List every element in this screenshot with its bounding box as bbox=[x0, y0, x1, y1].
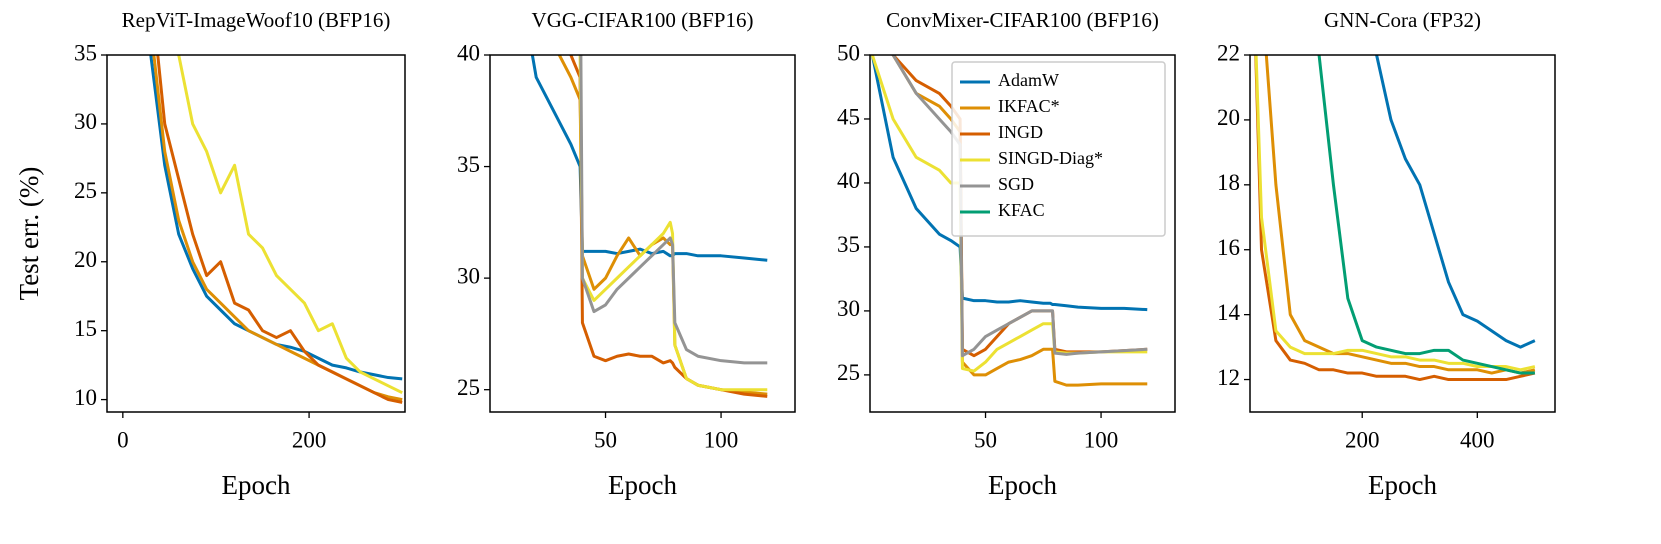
y-tick-label: 14 bbox=[1217, 300, 1241, 325]
y-tick-label: 20 bbox=[74, 247, 97, 272]
y-tick-label: 30 bbox=[837, 296, 860, 321]
subplot: VGG-CIFAR100 (BFP16) Epoch 50 100 25 30 35 40 bbox=[457, 8, 796, 500]
series-line bbox=[891, 55, 1148, 358]
series-line bbox=[870, 55, 1148, 312]
x-tick-label: 200 bbox=[292, 427, 327, 452]
series-line bbox=[152, 55, 403, 402]
y-tick-label: 18 bbox=[1217, 170, 1240, 195]
series-line bbox=[156, 55, 403, 404]
y-tick-label: 50 bbox=[837, 40, 860, 65]
y-tick-label: 25 bbox=[74, 178, 97, 203]
y-tick-label: 25 bbox=[457, 375, 480, 400]
series-line bbox=[891, 55, 1148, 387]
y-tick-label: 35 bbox=[457, 152, 480, 177]
x-tick-label: 100 bbox=[704, 427, 739, 452]
series-line bbox=[530, 55, 768, 262]
x-axis-label: Epoch bbox=[608, 470, 677, 500]
y-tick-label: 40 bbox=[457, 40, 480, 65]
series-line bbox=[149, 55, 403, 381]
legend-box bbox=[951, 61, 1166, 237]
subplot-title: VGG-CIFAR100 (BFP16) bbox=[532, 8, 754, 32]
x-tick-label: 400 bbox=[1460, 427, 1495, 452]
x-tick-label: 50 bbox=[974, 427, 997, 452]
subplot-title: ConvMixer-CIFAR100 (BFP16) bbox=[886, 8, 1159, 32]
y-tick-label: 30 bbox=[74, 109, 97, 134]
y-tick-label: 45 bbox=[837, 104, 860, 129]
legend-label: AdamW bbox=[998, 70, 1059, 90]
subplot: RepViT-ImageWoof10 (BFP16) Epoch Test err.… bbox=[14, 8, 406, 500]
y-tick-label: 30 bbox=[457, 263, 480, 288]
legend: AdamW IKFAC* INGD SINGD-Diag* SGD KFAC bbox=[951, 61, 1166, 237]
subplot: ConvMixer-CIFAR100 (BFP16) Epoch 50 100 25 30… bbox=[837, 8, 1176, 500]
series-line bbox=[1254, 55, 1536, 382]
y-tick-label: 12 bbox=[1217, 365, 1240, 390]
legend-label: KFAC bbox=[998, 200, 1045, 220]
legend-label: INGD bbox=[998, 122, 1043, 142]
legend-label: SGD bbox=[998, 174, 1034, 194]
series-line bbox=[1264, 55, 1536, 375]
y-tick-label: 15 bbox=[74, 316, 97, 341]
series-line bbox=[1374, 55, 1536, 349]
axes-frame bbox=[489, 54, 796, 413]
series-line bbox=[177, 55, 403, 395]
y-tick-label: 40 bbox=[837, 168, 860, 193]
x-tick-label: 0 bbox=[117, 427, 129, 452]
axes-frame bbox=[869, 54, 1176, 413]
axes-frame bbox=[106, 54, 406, 413]
y-axis-label: Test err. (%) bbox=[14, 167, 44, 301]
x-axis-label: Epoch bbox=[222, 470, 291, 500]
x-tick-label: 100 bbox=[1084, 427, 1119, 452]
x-tick-label: 50 bbox=[594, 427, 617, 452]
y-tick-label: 22 bbox=[1217, 40, 1240, 65]
subplot-title: GNN-Cora (FP32) bbox=[1324, 8, 1481, 32]
axes-frame bbox=[1249, 54, 1556, 413]
y-tick-label: 16 bbox=[1217, 235, 1240, 260]
legend-label: IKFAC* bbox=[998, 96, 1060, 116]
y-tick-label: 20 bbox=[1217, 105, 1240, 130]
series-line bbox=[579, 55, 768, 365]
x-tick-label: 200 bbox=[1345, 427, 1380, 452]
y-tick-label: 35 bbox=[837, 232, 860, 257]
y-tick-label: 10 bbox=[74, 385, 97, 410]
y-tick-label: 25 bbox=[837, 360, 860, 385]
y-tick-label: 35 bbox=[74, 40, 97, 65]
x-axis-label: Epoch bbox=[988, 470, 1057, 500]
legend-label: SINGD-Diag* bbox=[998, 148, 1103, 168]
subplot-title: RepViT-ImageWoof10 (BFP16) bbox=[122, 8, 391, 32]
subplot: GNN-Cora (FP32) Epoch 200 400 12 14 16 18 20 22 bbox=[1217, 8, 1556, 500]
x-axis-label: Epoch bbox=[1368, 470, 1437, 500]
series-line bbox=[578, 55, 768, 392]
series-line bbox=[1317, 55, 1535, 375]
